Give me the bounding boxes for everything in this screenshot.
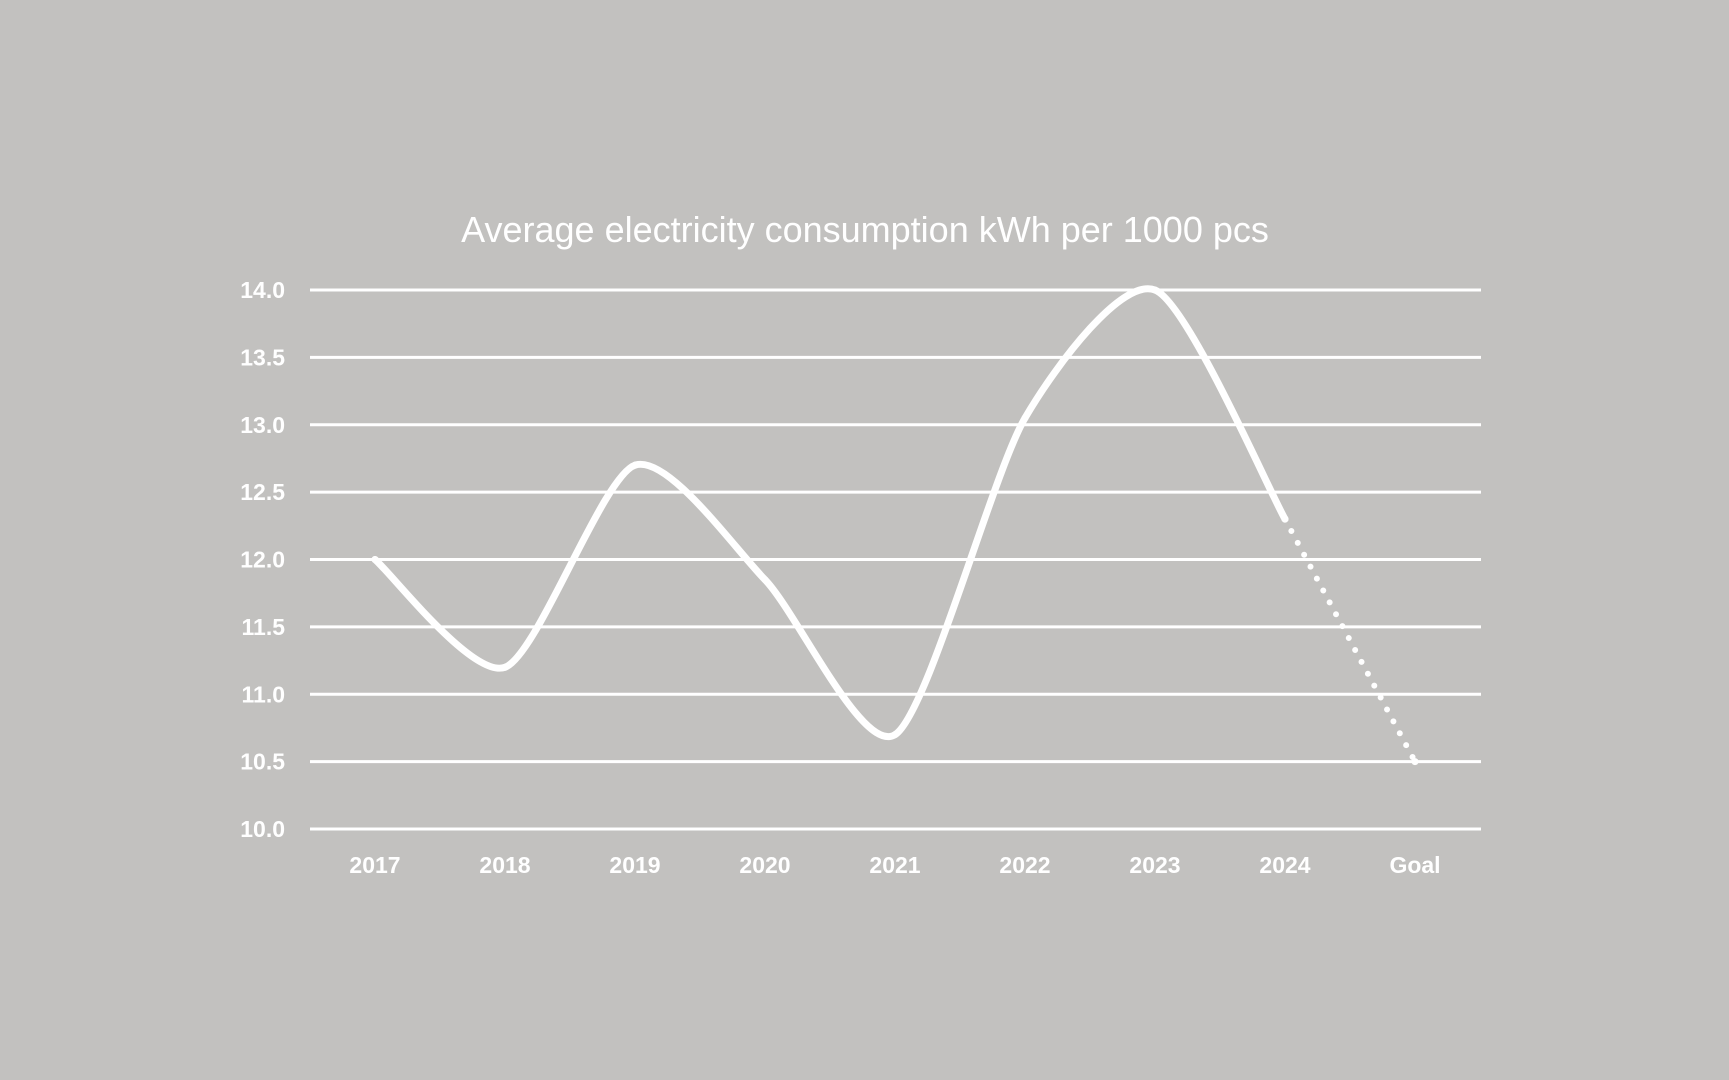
x-tick-label: 2021 <box>869 852 920 878</box>
x-tick-label: 2020 <box>739 852 790 878</box>
x-tick-label: 2017 <box>349 852 400 878</box>
series-lines <box>371 285 1419 766</box>
x-tick-label: Goal <box>1389 852 1440 878</box>
y-tick-label: 10.5 <box>240 749 285 775</box>
y-tick-label: 13.0 <box>240 412 285 438</box>
y-tick-label: 12.0 <box>240 547 285 573</box>
y-tick-label: 10.0 <box>240 816 285 842</box>
data-point <box>1411 758 1419 766</box>
data-point <box>631 461 639 469</box>
data-point <box>501 663 509 671</box>
x-tick-label: 2022 <box>999 852 1050 878</box>
x-axis-tick-labels: 2017 2018 2019 2020 2021 2022 2023 2024 Goal <box>349 852 1440 878</box>
y-tick-label: 11.0 <box>242 681 286 707</box>
data-point <box>1151 286 1159 294</box>
y-tick-label: 14.0 <box>240 277 285 303</box>
data-point <box>1281 515 1289 523</box>
x-tick-label: 2023 <box>1129 852 1180 878</box>
data-point <box>371 556 379 563</box>
y-tick-label: 13.5 <box>240 344 285 370</box>
x-tick-label: 2018 <box>479 852 530 878</box>
data-point <box>891 731 899 739</box>
gridlines <box>310 288 1481 831</box>
x-tick-label: 2024 <box>1259 852 1310 878</box>
chart-title: Average electricity consumption kWh per … <box>461 209 1269 250</box>
data-point <box>761 576 769 584</box>
data-point <box>1021 414 1029 422</box>
y-tick-label: 11.5 <box>242 614 286 640</box>
consumption-line <box>371 285 1289 741</box>
x-tick-label: 2019 <box>609 852 660 878</box>
y-tick-label: 12.5 <box>240 479 285 505</box>
y-axis-tick-labels: 10.0 10.5 11.0 11.5 12.0 12.5 13.0 13.5 14.0 <box>240 277 285 842</box>
goal-projection-line <box>1282 516 1418 765</box>
